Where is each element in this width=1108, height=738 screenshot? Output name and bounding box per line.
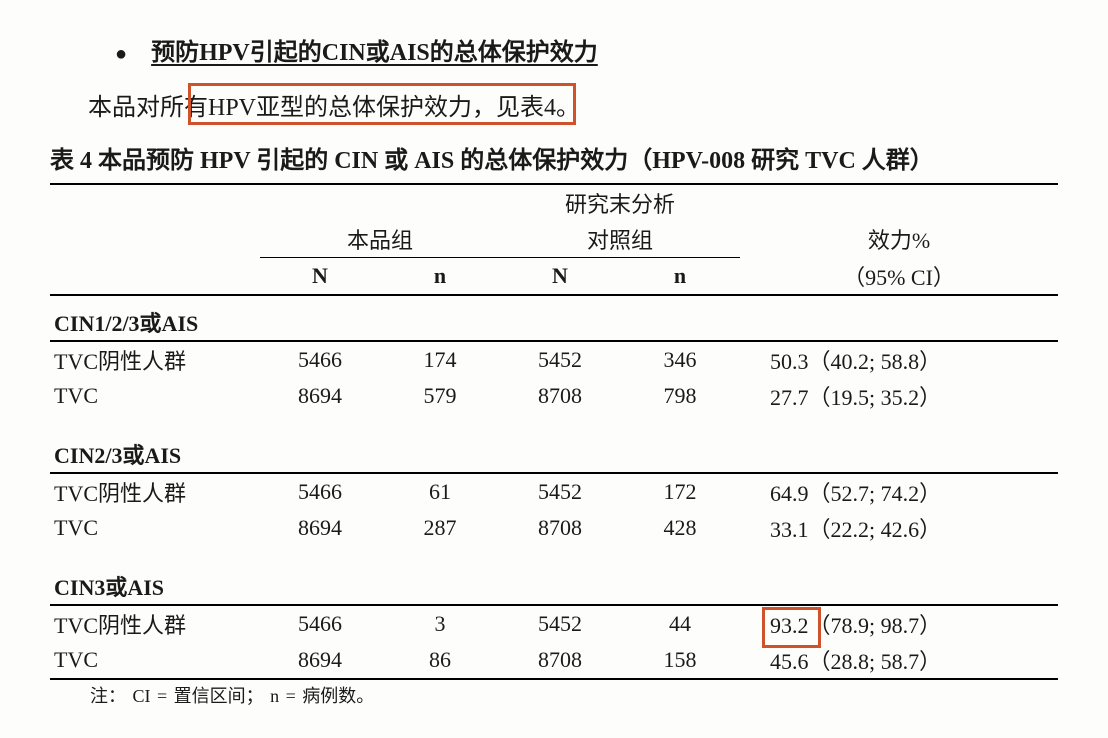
header-row-1: 研究末分析: [50, 184, 1058, 221]
header-row-2: 本品组 对照组 效力%: [50, 221, 1058, 258]
efficacy-cell: 45.6（28.8; 58.7）: [740, 642, 1058, 679]
table-row: TVC 8694 579 8708 798 27.7（19.5; 35.2）: [50, 378, 1058, 414]
cell: 3: [380, 605, 500, 642]
cell: 174: [380, 341, 500, 378]
cell: 8708: [500, 378, 620, 414]
row-label: TVC阴性人群: [50, 473, 260, 510]
cell: 8694: [260, 510, 380, 546]
intro-line: 本品对所有HPV亚型的总体保护效力，见表4。: [88, 87, 1058, 122]
table-container: 研究末分析 本品组 对照组 效力% N n N n （95% CI） CIN1/…: [50, 183, 1058, 680]
cell: 8708: [500, 510, 620, 546]
cell: 44: [620, 605, 740, 642]
efficacy-cell: 27.7（19.5; 35.2）: [740, 378, 1058, 414]
efficacy-ci: （78.9; 98.7）: [809, 613, 942, 638]
col-N: N: [500, 258, 620, 295]
table-title: 表 4 本品预防 HPV 引起的 CIN 或 AIS 的总体保护效力（HPV-0…: [50, 140, 1058, 175]
table-row: TVC阴性人群 5466 174 5452 346 50.3（40.2; 58.…: [50, 341, 1058, 378]
cell: 61: [380, 473, 500, 510]
cell: 5452: [500, 341, 620, 378]
section-header: CIN3或AIS: [50, 546, 1058, 605]
cell: 5452: [500, 473, 620, 510]
product-group-label: 本品组: [260, 221, 500, 258]
col-N: N: [260, 258, 380, 295]
row-label: TVC: [50, 510, 260, 546]
row-label: TVC阴性人群: [50, 341, 260, 378]
section-title: CIN3或AIS: [50, 546, 1058, 605]
efficacy-cell: 93.2（78.9; 98.7）: [740, 605, 1058, 642]
control-group-label: 对照组: [500, 221, 740, 258]
cell: 579: [380, 378, 500, 414]
efficacy-cell: 64.9（52.7; 74.2）: [740, 473, 1058, 510]
heading-text: 预防HPV引起的CIN或AIS的总体保护效力: [151, 40, 598, 66]
efficacy-cell: 33.1（22.2; 42.6）: [740, 510, 1058, 546]
cell: 8708: [500, 642, 620, 679]
table-row: TVC阴性人群 5466 3 5452 44 93.2（78.9; 98.7）: [50, 605, 1058, 642]
table-row: TVC阴性人群 5466 61 5452 172 64.9（52.7; 74.2…: [50, 473, 1058, 510]
intro-suffix: 见表4。: [496, 95, 580, 121]
ci-label: （95% CI）: [740, 258, 1058, 295]
cell: 287: [380, 510, 500, 546]
cell: 172: [620, 473, 740, 510]
table-footnote: 注： CI = 置信区间； n = 病例数。: [90, 682, 1058, 708]
section-title: CIN1/2/3或AIS: [50, 295, 1058, 341]
cell: 5466: [260, 605, 380, 642]
efficacy-value: 93.2: [770, 613, 809, 638]
section-heading: ● 预防HPV引起的CIN或AIS的总体保护效力: [115, 32, 1058, 67]
section-header: CIN2/3或AIS: [50, 414, 1058, 473]
cell: 158: [620, 642, 740, 679]
table-row: TVC 8694 86 8708 158 45.6（28.8; 58.7）: [50, 642, 1058, 679]
cell: 5466: [260, 341, 380, 378]
cell: 8694: [260, 642, 380, 679]
cell: 5466: [260, 473, 380, 510]
col-n: n: [620, 258, 740, 295]
intro-prefix: 本品对: [88, 95, 160, 121]
efficacy-table: 研究末分析 本品组 对照组 效力% N n N n （95% CI） CIN1/…: [50, 183, 1058, 680]
header-row-3: N n N n （95% CI）: [50, 258, 1058, 295]
table-row: TVC 8694 287 8708 428 33.1（22.2; 42.6）: [50, 510, 1058, 546]
col-n: n: [380, 258, 500, 295]
intro-highlight: 所有HPV亚型的总体保护效力，: [160, 95, 496, 121]
cell: 428: [620, 510, 740, 546]
analysis-label: 研究末分析: [500, 184, 740, 221]
cell: 8694: [260, 378, 380, 414]
row-label: TVC: [50, 378, 260, 414]
cell: 5452: [500, 605, 620, 642]
section-title: CIN2/3或AIS: [50, 414, 1058, 473]
bullet-dot: ●: [115, 43, 127, 65]
efficacy-label: 效力%: [740, 221, 1058, 258]
cell: 346: [620, 341, 740, 378]
row-label: TVC阴性人群: [50, 605, 260, 642]
efficacy-cell: 50.3（40.2; 58.8）: [740, 341, 1058, 378]
section-header: CIN1/2/3或AIS: [50, 295, 1058, 341]
cell: 86: [380, 642, 500, 679]
row-label: TVC: [50, 642, 260, 679]
cell: 798: [620, 378, 740, 414]
